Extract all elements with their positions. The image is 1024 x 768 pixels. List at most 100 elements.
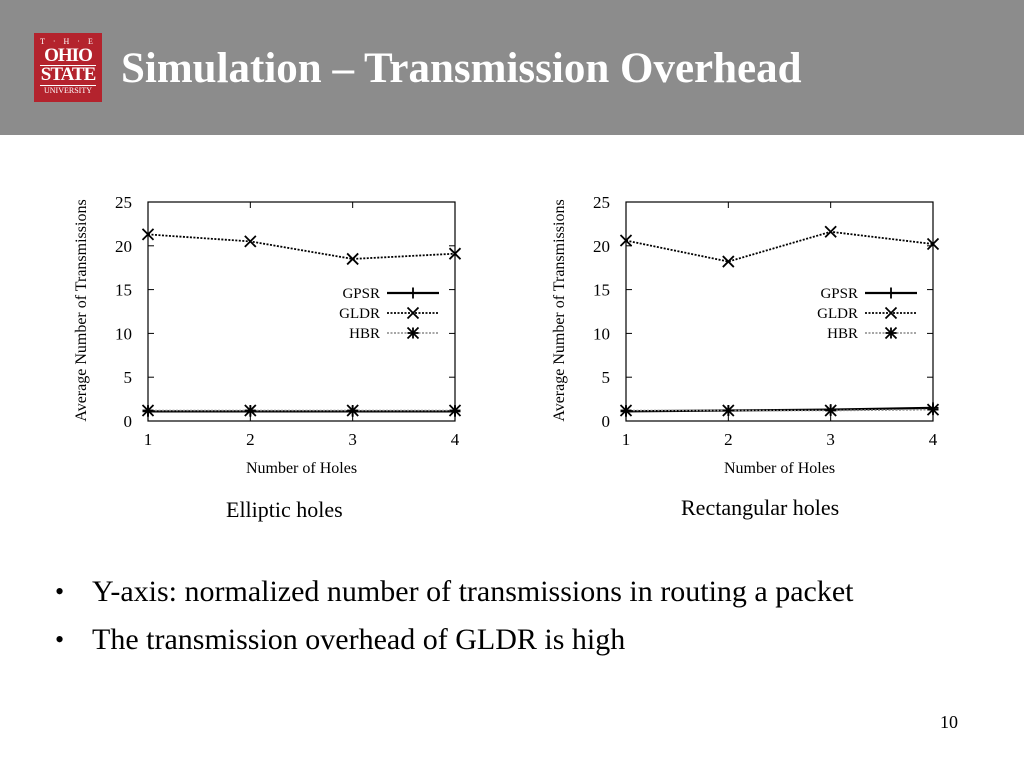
caption-elliptic-holes: Elliptic holes	[226, 497, 343, 522]
data-point-hbr-stroke	[448, 404, 462, 417]
data-point-hbr-stroke	[722, 404, 735, 417]
bullet-item: • Y-axis: normalized number of transmissi…	[55, 573, 975, 611]
y-tick-label: 0	[124, 412, 133, 431]
legend-label-hbr: HBR	[349, 326, 380, 342]
y-axis-label: Average Number of Transmissions	[551, 199, 568, 421]
data-point-gldr-stroke	[346, 252, 359, 266]
series-gpsr	[620, 402, 939, 417]
bullet-list: • Y-axis: normalized number of transmissi…	[55, 573, 975, 669]
data-point-gldr	[926, 237, 940, 251]
series-line-gpsr	[625, 406, 934, 413]
data-point-gldr-stroke	[244, 235, 257, 248]
legend: GPSR GLDR HBR	[339, 286, 439, 342]
series-gpsr	[142, 405, 461, 417]
data-point-hbr	[619, 404, 633, 417]
y-tick-label: 5	[124, 368, 133, 387]
legend-marker-hbr-stroke	[406, 326, 420, 340]
data-point-hbr-stroke	[824, 404, 837, 417]
legend-marker-hbr-stroke	[884, 326, 898, 340]
data-point-hbr	[722, 404, 735, 417]
x-axis-label: Number of Holes	[246, 460, 357, 477]
caption-rectangular-holes: Rectangular holes	[681, 495, 840, 520]
x-tick-label: 4	[929, 430, 938, 449]
legend-marker-gldr-stroke	[406, 306, 420, 320]
plot-frame	[147, 201, 456, 422]
legend-label-gpsr: GPSR	[820, 286, 858, 302]
legend-label-gldr: GLDR	[817, 306, 858, 322]
legend-marker-gpsr	[885, 287, 897, 299]
logo-line-the: T · H · E	[40, 37, 96, 46]
data-point-gldr	[346, 252, 359, 266]
ohio-state-logo: T · H · E OHIO STATE UNIVERSITY	[34, 33, 102, 102]
y-tick-label: 0	[602, 412, 611, 431]
data-point-gldr-stroke	[824, 225, 837, 238]
data-point-gldr	[244, 235, 257, 248]
legend: GPSR GLDR HBR	[817, 286, 917, 342]
logo-divider	[40, 65, 96, 66]
data-point-hbr	[244, 404, 257, 417]
chart-elliptic-holes: 0 5 10 15 20 25 1 2 3 4 Number of Holes Average Num…	[73, 193, 462, 477]
bullet-item: • The transmission overhead of GLDR is hi…	[55, 621, 975, 659]
data-point-hbr-stroke	[926, 403, 940, 416]
data-point-gldr-stroke	[722, 255, 735, 268]
legend-marker-hbr	[884, 326, 898, 340]
data-point-gldr	[722, 255, 735, 268]
legend-marker-gldr	[406, 306, 420, 320]
data-point-gldr-stroke	[141, 228, 155, 241]
data-point-gldr-stroke	[619, 234, 633, 247]
data-point-hbr	[926, 403, 940, 416]
y-tick-label: 20	[115, 237, 132, 256]
y-tick-label: 20	[593, 237, 610, 256]
logo-line-university: UNIVERSITY	[44, 86, 92, 95]
series-hbr	[619, 403, 940, 417]
logo-line-ohio: OHIO	[44, 45, 93, 66]
series-hbr	[141, 404, 462, 417]
data-point-hbr	[448, 404, 462, 417]
logo-line-state: STATE	[40, 64, 97, 85]
bullet-text: Y-axis: normalized number of transmissio…	[92, 575, 854, 608]
y-tick-label: 25	[115, 193, 132, 212]
x-tick-label: 2	[724, 430, 733, 449]
bullet-icon: •	[55, 577, 65, 606]
y-tick-label: 5	[602, 368, 611, 387]
title-bar: T · H · E OHIO STATE UNIVERSITY Simulati…	[0, 0, 1024, 135]
slide-title: Simulation – Transmission Overhead	[121, 45, 802, 92]
y-tick-label: 15	[593, 281, 610, 300]
legend-marker-gldr	[884, 306, 898, 320]
legend-marker-hbr	[406, 326, 420, 340]
series-gldr	[619, 225, 940, 268]
x-tick-label: 3	[348, 430, 357, 449]
data-point-gldr-stroke	[448, 247, 462, 260]
series-line-gldr	[625, 230, 934, 263]
plot-frame	[625, 201, 934, 422]
y-tick-label: 10	[593, 324, 610, 343]
data-point-hbr-stroke	[619, 404, 633, 417]
data-point-hbr-stroke	[141, 404, 155, 417]
data-point-gldr	[824, 225, 837, 238]
data-point-gldr	[619, 234, 633, 247]
x-axis-label: Number of Holes	[724, 460, 835, 477]
legend-label-gldr: GLDR	[339, 306, 380, 322]
y-axis-label: Average Number of Transmissions	[73, 199, 90, 421]
data-point-hbr	[346, 404, 359, 417]
legend-marker-gldr-stroke	[884, 306, 898, 320]
page-number: 10	[940, 712, 958, 732]
series-gldr	[141, 228, 462, 266]
x-tick-label: 2	[246, 430, 255, 449]
data-point-gldr-stroke	[926, 237, 940, 251]
chart-rectangular-holes: 0 5 10 15 20 25 1 2 3 4 Number of Holes Average Num…	[551, 193, 940, 477]
series-line-hbr	[626, 408, 934, 412]
data-point-hbr	[141, 404, 155, 417]
x-tick-label: 4	[451, 430, 460, 449]
data-point-hbr-stroke	[346, 404, 359, 417]
y-tick-label: 15	[115, 281, 132, 300]
bullet-text: The transmission overhead of GLDR is hig…	[92, 623, 626, 656]
x-tick-label: 3	[826, 430, 835, 449]
x-tick-label: 1	[144, 430, 153, 449]
legend-label-gpsr: GPSR	[342, 286, 380, 302]
data-point-hbr	[824, 404, 837, 417]
y-tick-label: 25	[593, 193, 610, 212]
series-line-gldr	[147, 233, 456, 260]
legend-marker-gpsr	[407, 287, 419, 299]
data-point-gldr	[141, 228, 155, 241]
